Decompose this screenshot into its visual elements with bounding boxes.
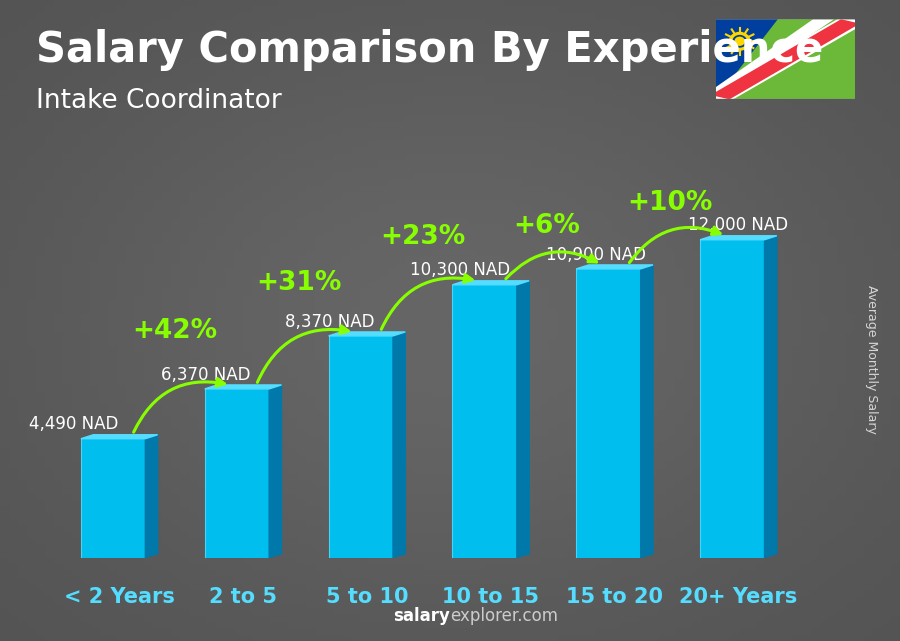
Polygon shape	[576, 265, 653, 269]
Bar	[576, 269, 641, 558]
Bar	[205, 389, 269, 558]
Text: 4,490 NAD: 4,490 NAD	[29, 415, 118, 433]
Text: +6%: +6%	[513, 213, 580, 240]
Polygon shape	[269, 385, 282, 558]
Text: +42%: +42%	[132, 317, 218, 344]
Text: 5 to 10: 5 to 10	[326, 587, 409, 607]
Bar	[328, 336, 393, 558]
Bar	[453, 285, 517, 558]
Polygon shape	[393, 332, 405, 558]
Polygon shape	[453, 281, 529, 285]
Circle shape	[733, 35, 746, 47]
Text: 20+ Years: 20+ Years	[680, 587, 797, 607]
Text: explorer.com: explorer.com	[450, 607, 558, 625]
Text: Salary Comparison By Experience: Salary Comparison By Experience	[36, 29, 824, 71]
Text: < 2 Years: < 2 Years	[64, 587, 175, 607]
Polygon shape	[81, 435, 158, 438]
Polygon shape	[700, 236, 777, 240]
Polygon shape	[145, 435, 158, 558]
Polygon shape	[517, 281, 529, 558]
Text: 12,000 NAD: 12,000 NAD	[688, 217, 788, 235]
Text: Intake Coordinator: Intake Coordinator	[36, 88, 282, 115]
Text: 10,900 NAD: 10,900 NAD	[546, 246, 646, 263]
Polygon shape	[641, 265, 653, 558]
Polygon shape	[716, 19, 834, 99]
Text: +31%: +31%	[256, 270, 342, 296]
Polygon shape	[716, 19, 778, 99]
Text: salary: salary	[393, 607, 450, 625]
Polygon shape	[328, 332, 405, 336]
Polygon shape	[716, 19, 855, 99]
Text: 6,370 NAD: 6,370 NAD	[161, 365, 251, 383]
Bar	[700, 240, 764, 558]
Text: +10%: +10%	[627, 190, 713, 215]
Text: Average Monthly Salary: Average Monthly Salary	[865, 285, 878, 433]
Circle shape	[735, 37, 744, 46]
Text: 10 to 15: 10 to 15	[442, 587, 539, 607]
Polygon shape	[764, 236, 777, 558]
Text: 15 to 20: 15 to 20	[566, 587, 663, 607]
Text: 8,370 NAD: 8,370 NAD	[285, 313, 374, 331]
Polygon shape	[716, 19, 855, 99]
Circle shape	[729, 33, 750, 50]
Polygon shape	[205, 385, 282, 389]
Text: 10,300 NAD: 10,300 NAD	[410, 262, 510, 279]
Text: 2 to 5: 2 to 5	[209, 587, 277, 607]
Bar	[81, 438, 145, 558]
Text: +23%: +23%	[380, 224, 465, 250]
